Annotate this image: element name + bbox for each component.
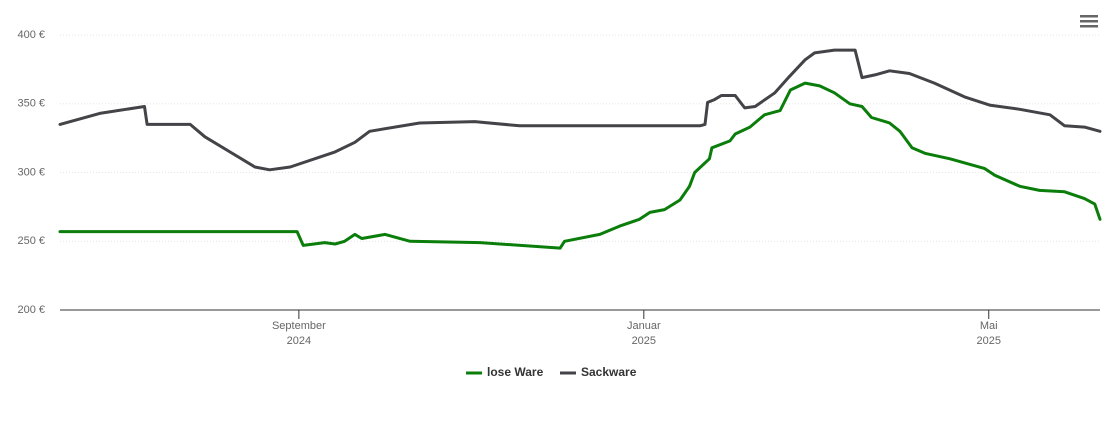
legend-label: lose Ware <box>487 365 544 379</box>
menu-button[interactable] <box>1080 15 1098 28</box>
legend-label: Sackware <box>581 365 637 379</box>
series-line <box>58 81 1102 250</box>
x-tick-year: 2024 <box>287 335 311 347</box>
x-tick-year: 2025 <box>632 335 656 347</box>
y-tick-label: 400 € <box>17 29 45 41</box>
x-tick-year: 2025 <box>977 335 1001 347</box>
y-tick-label: 200 € <box>17 304 45 316</box>
x-tick-label: Januar <box>627 320 661 332</box>
legend-item: Sackware <box>560 365 637 379</box>
legend-item: lose Ware <box>466 365 544 379</box>
x-tick-label: Mai <box>980 320 998 332</box>
menu-bar <box>1080 20 1098 23</box>
x-tick-label: September <box>272 320 326 332</box>
y-tick-label: 250 € <box>17 235 45 247</box>
y-tick-label: 350 € <box>17 98 45 110</box>
menu-bar <box>1080 15 1098 18</box>
y-tick-label: 300 € <box>17 166 45 178</box>
menu-bar <box>1080 25 1098 28</box>
series-line <box>58 48 1102 172</box>
